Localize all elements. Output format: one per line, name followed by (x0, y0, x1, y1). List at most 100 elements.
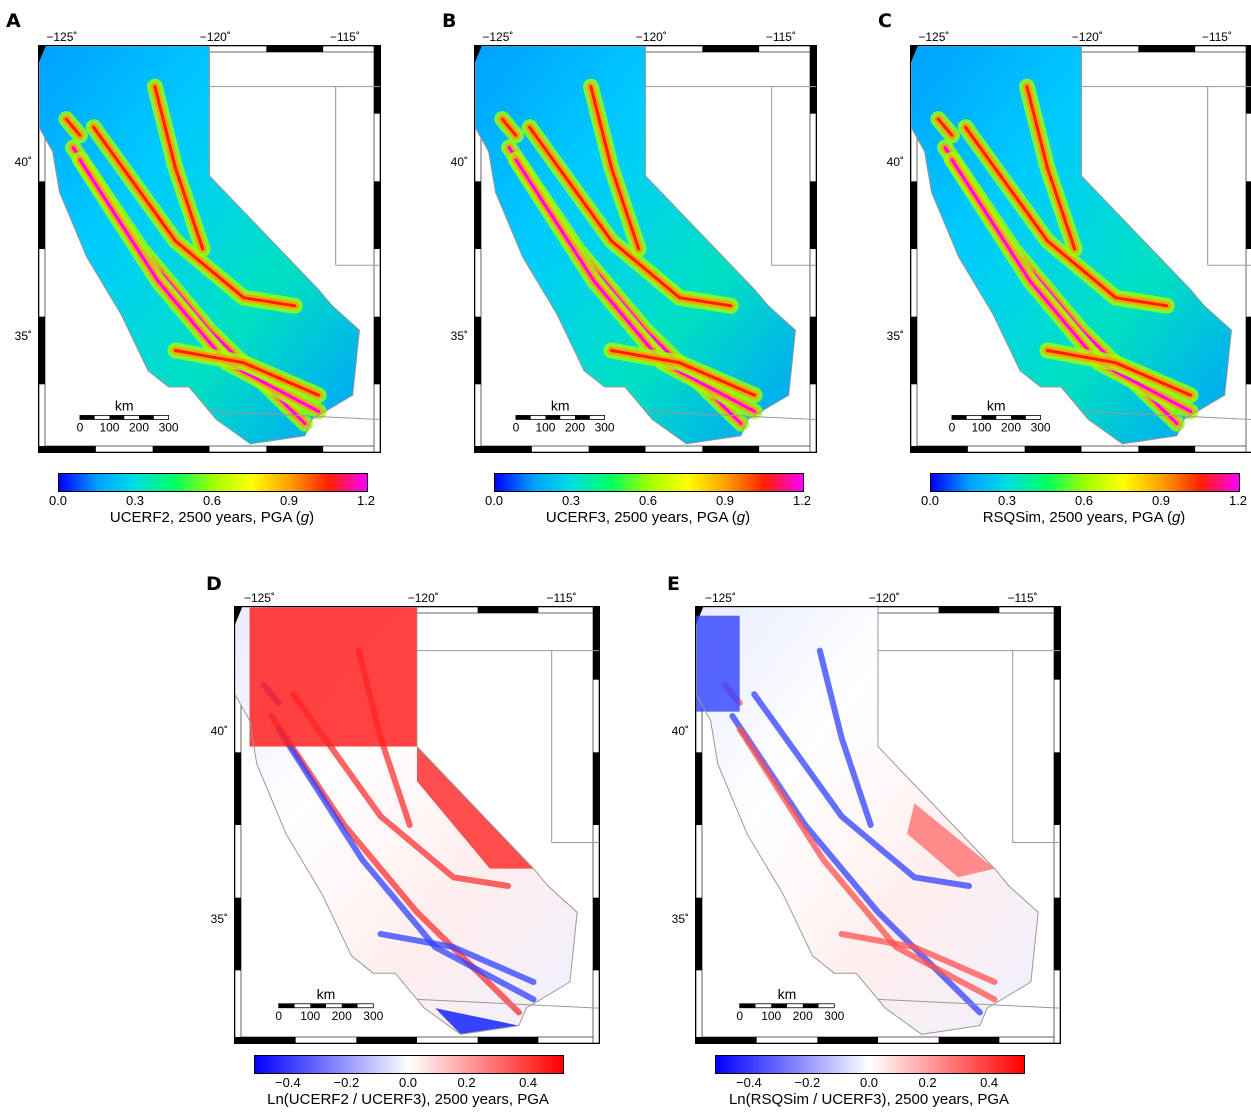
lon-label: −125˚ (243, 591, 275, 605)
scale-tick: 200 (1001, 420, 1021, 434)
scale-tick: 300 (159, 420, 179, 434)
lat-label: 40˚ (886, 154, 904, 169)
scale-tick: 200 (793, 1009, 813, 1023)
scale-unit: km (551, 397, 570, 413)
scale-tick: 200 (332, 1009, 352, 1023)
map-frame: km 0 100 200 300 (910, 45, 1251, 453)
scale-bar: km 0 100 200 300 (736, 986, 844, 1023)
scale-tick: 300 (363, 1009, 383, 1023)
map-panel-d: D −125˚ −120˚ −115˚ 40˚ 35˚ km 0 100 200 300 −0.4 −0… (196, 568, 616, 1113)
state-boundaries (39, 46, 380, 445)
lat-label: 35˚ (886, 329, 904, 344)
map-panel-e: E −125˚ −120˚ −115˚ 40˚ 35˚ km 0 100 200 300 −0.4 −0… (657, 568, 1077, 1113)
lon-label: −125˚ (482, 30, 514, 44)
colorbar-tick: 0.9 (715, 493, 735, 508)
panel-label: C (878, 10, 892, 32)
colorbar (494, 473, 804, 492)
lon-label: −115˚ (1007, 591, 1038, 605)
colorbar-title: UCERF3, 2500 years, PGA (g) (546, 509, 750, 526)
scale-tick: 0 (77, 420, 84, 434)
colorbar-title: Ln(UCERF2 / UCERF3), 2500 years, PGA (267, 1091, 549, 1108)
colorbar-tick: −0.2 (333, 1075, 360, 1090)
scale-tick: 100 (761, 1009, 781, 1023)
colorbar-tick: 0.0 (484, 493, 504, 508)
panel-label: E (667, 573, 680, 595)
colorbar-title-text: UCERF2, 2500 years, PGA ( (109, 509, 301, 526)
scale-bar: km 0 100 200 300 (77, 397, 179, 434)
scale-tick: 200 (129, 420, 149, 434)
colorbar-tick: 0.0 (920, 493, 940, 508)
scale-tick: 0 (949, 420, 956, 434)
colorbar-close: ) (745, 509, 751, 526)
lon-label: −115˚ (329, 30, 360, 44)
colorbar (715, 1055, 1025, 1074)
scale-bar: km 0 100 200 300 (513, 397, 615, 434)
map-panel-c: C −125˚ −120˚ −115˚ 40˚ 35˚ km 0 100 200 300 0.0 0.3… (872, 0, 1251, 540)
colorbar-title-text: RSQSim, 2500 years, PGA ( (982, 509, 1172, 526)
map-frame: km 0 100 200 300 (695, 606, 1061, 1044)
scale-tick: 0 (736, 1009, 743, 1023)
state-boundaries (475, 46, 816, 445)
lon-label: −125˚ (918, 30, 950, 44)
colorbar-title-text: Ln(RSQSim / UCERF3), 2500 years, PGA (728, 1091, 1010, 1108)
lon-label: −115˚ (1201, 30, 1232, 44)
scale-tick: 100 (535, 420, 555, 434)
scale-tick: 200 (565, 420, 585, 434)
colorbar-tick: 0.9 (1151, 493, 1171, 508)
lon-label: −120˚ (1071, 30, 1103, 44)
colorbar-tick: 0.4 (980, 1075, 999, 1090)
colorbar (58, 473, 368, 492)
state-boundaries (696, 607, 1060, 1035)
map-panel-a: A −125˚ −120˚ −115˚ 40˚ 35˚ km 0 100 200 300 0.0 0.3… (0, 0, 400, 540)
lat-label: 35˚ (671, 911, 689, 926)
map-frame: km 0 100 200 300 (234, 606, 600, 1044)
scale-tick: 0 (513, 420, 520, 434)
lon-label: −115˚ (546, 591, 577, 605)
colorbar-tick: 0.3 (125, 493, 145, 508)
scale-bar: km 0 100 200 300 (275, 986, 383, 1023)
panel-label: B (442, 10, 457, 32)
map-frame: km 0 100 200 300 (474, 45, 817, 453)
colorbar-tick: 0.4 (519, 1075, 538, 1090)
scale-tick: 100 (300, 1009, 320, 1023)
lon-label: −120˚ (199, 30, 231, 44)
lon-label: −120˚ (407, 591, 439, 605)
colorbar-close: ) (1180, 509, 1186, 526)
colorbar-tick: −0.4 (275, 1075, 301, 1090)
scale-tick: 100 (99, 420, 119, 434)
lat-label: 40˚ (671, 724, 689, 739)
lat-label: 35˚ (14, 329, 32, 344)
scale-tick: 100 (971, 420, 991, 434)
scale-bar: km 0 100 200 300 (949, 397, 1051, 434)
colorbar-tick: 1.2 (356, 493, 376, 508)
panel-label: A (6, 10, 21, 32)
colorbar-close: ) (309, 509, 315, 526)
colorbar-title-text: UCERF3, 2500 years, PGA ( (545, 509, 737, 526)
lon-label: −120˚ (868, 591, 900, 605)
scale-unit: km (317, 986, 336, 1002)
scale-tick: 300 (595, 420, 615, 434)
colorbar-tick: 0.0 (398, 1075, 418, 1090)
colorbar-tick: 0.0 (859, 1075, 879, 1090)
scale-tick: 0 (275, 1009, 282, 1023)
lat-label: 35˚ (210, 911, 228, 926)
state-boundaries (235, 607, 599, 1035)
fault-zones (58, 78, 327, 432)
colorbar-tick: 0.3 (561, 493, 581, 508)
lat-label: 40˚ (210, 724, 228, 739)
lat-label: 40˚ (14, 154, 32, 169)
map-svg: km 0 100 200 300 (235, 607, 599, 1043)
colorbar-title: RSQSim, 2500 years, PGA (g) (983, 509, 1186, 526)
scale-unit: km (987, 397, 1006, 413)
colorbar-tick: 0.6 (638, 493, 658, 508)
map-svg: km 0 100 200 300 (911, 46, 1251, 452)
scale-unit: km (778, 986, 797, 1002)
lon-label: −115˚ (765, 30, 796, 44)
fault-zones (722, 647, 998, 1016)
map-svg: km 0 100 200 300 (39, 46, 380, 452)
colorbar-title-text: Ln(UCERF2 / UCERF3), 2500 years, PGA (267, 1091, 549, 1108)
colorbar (930, 473, 1240, 492)
colorbar-tick: −0.4 (736, 1075, 762, 1090)
colorbar-tick: 1.2 (1228, 493, 1248, 508)
state-boundaries (911, 46, 1251, 445)
